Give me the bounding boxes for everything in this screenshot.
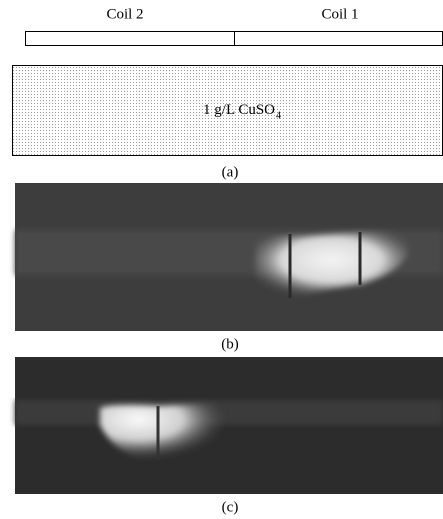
phantom-label: 1 g/L CuSO [203,102,275,118]
mri-image-c [15,357,443,494]
mri-image-b [15,183,443,331]
panel-label: (b) [221,336,239,352]
coil-label: Coil 2 [106,6,143,22]
panel-label: (c) [222,499,239,515]
phantom-text: 1 g/L CuSO [203,102,275,118]
panel-label: (a) [222,164,239,180]
figure: Coil 2 Coil 1 1 g/L CuSO 4 (a) (b) (c) [0,0,443,519]
phantom-subscript: 4 [276,110,281,121]
coil-label: Coil 1 [321,6,358,22]
page: Coil 2 Coil 1 1 g/L CuSO 4 (a) (b) (c) (… [0,0,443,519]
